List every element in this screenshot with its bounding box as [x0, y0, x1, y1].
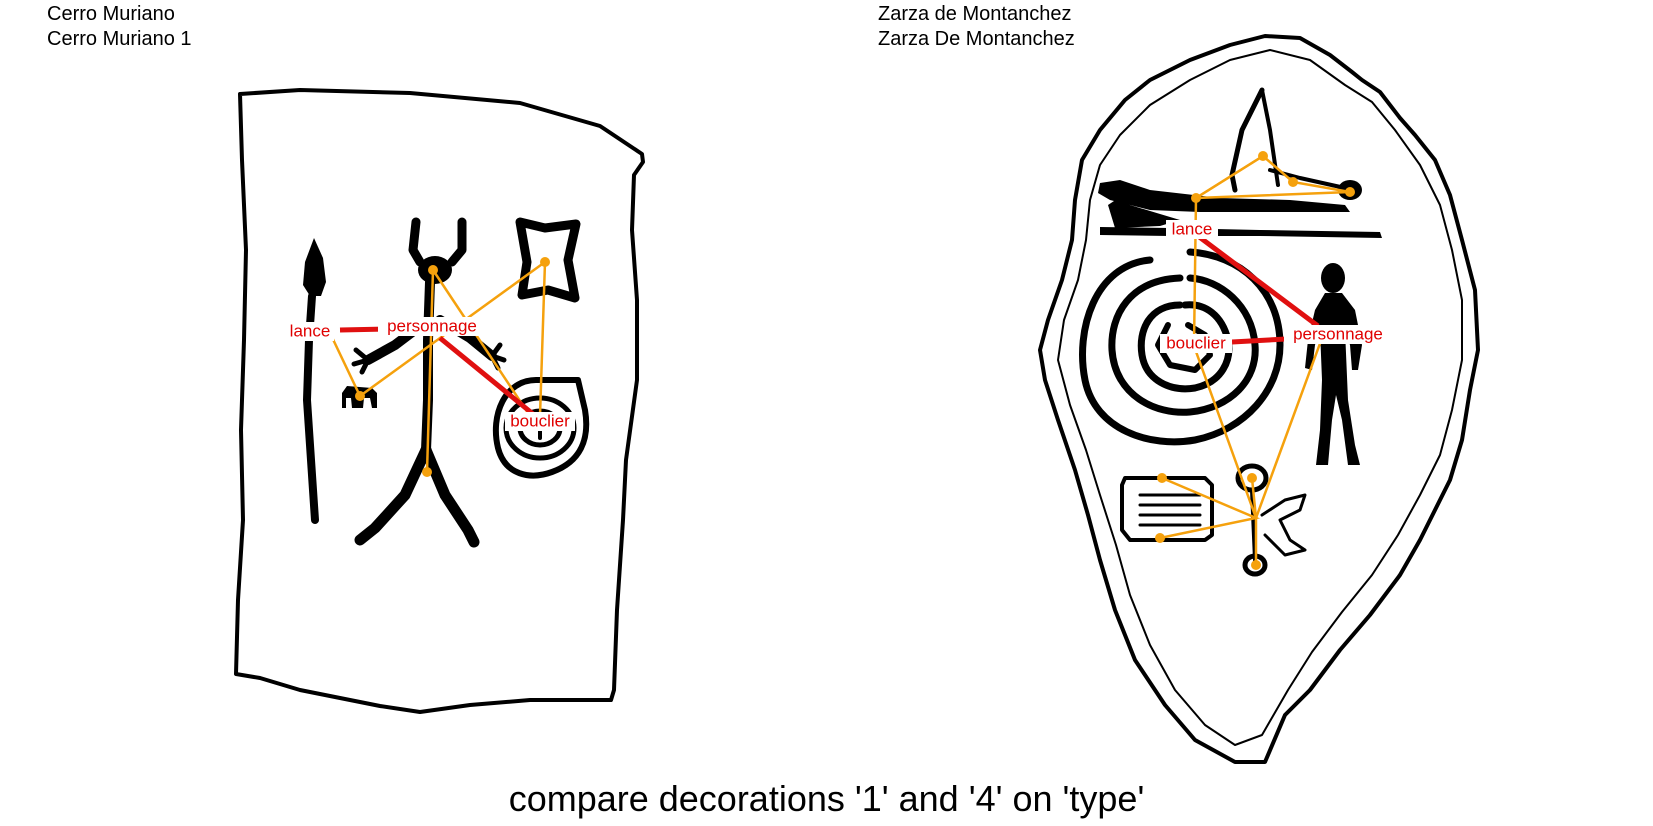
- svg-text:lance: lance: [290, 321, 331, 340]
- left-stele-header: Cerro Muriano Cerro Muriano 1: [47, 2, 192, 52]
- right-stele: lance bouclier personnage: [1038, 34, 1480, 764]
- right-label-bouclier: bouclier: [1160, 333, 1232, 353]
- right-stone-outline: [1038, 34, 1480, 764]
- right-decoration-name: Zarza De Montanchez: [878, 28, 1075, 50]
- left-label-lance: lance: [286, 321, 334, 341]
- right-site-name: Zarza de Montanchez: [878, 3, 1072, 25]
- left-label-personnage: personnage: [378, 316, 486, 336]
- left-warrior-figure: [351, 217, 507, 548]
- right-label-lance: lance: [1166, 219, 1218, 239]
- right-relations: [1196, 234, 1320, 345]
- right-stele-header: Zarza de Montanchez Zarza De Montanchez: [878, 2, 1075, 52]
- left-spear-head: [303, 238, 326, 296]
- right-structure-graph: [1155, 151, 1355, 570]
- left-label-bouclier: bouclier: [505, 411, 575, 431]
- svg-text:personnage: personnage: [1293, 324, 1383, 343]
- left-stele: lance personnage bouclier: [234, 88, 645, 714]
- right-stone-inner-outline: [1057, 49, 1463, 746]
- right-comb-and-spear: [1098, 87, 1382, 238]
- right-shield-symbol: [1079, 248, 1284, 446]
- right-mirror-and-comb: [1120, 463, 1307, 577]
- comparison-caption: compare decorations '1' and '4' on 'type…: [508, 778, 1145, 819]
- right-label-personnage: personnage: [1284, 324, 1392, 344]
- svg-text:bouclier: bouclier: [1166, 333, 1226, 352]
- left-square-symbol: [515, 217, 581, 303]
- svg-text:lance: lance: [1172, 219, 1213, 238]
- left-decoration-name: Cerro Muriano 1: [47, 28, 192, 50]
- svg-text:personnage: personnage: [387, 316, 477, 335]
- left-stone-outline: [234, 88, 645, 714]
- svg-text:bouclier: bouclier: [510, 411, 570, 430]
- left-site-name: Cerro Muriano: [47, 3, 175, 25]
- left-structure-graph: [328, 257, 550, 477]
